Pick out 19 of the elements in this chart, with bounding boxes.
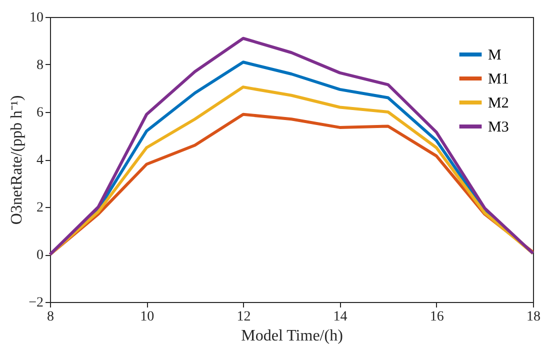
- y-tick-label: 10: [30, 10, 44, 26]
- x-tick-label: 14: [333, 310, 348, 324]
- y-tick-label: 2: [36, 200, 44, 216]
- x-tick-label: 8: [47, 310, 54, 324]
- x-tick-label: 18: [526, 310, 540, 324]
- x-axis-title: Model Time/(h): [241, 328, 343, 344]
- y-tick-label: −2: [28, 296, 44, 310]
- y-axis-title: O3netRate/(ppb h⁻¹): [8, 95, 26, 225]
- y-tick-label: 4: [36, 153, 44, 168]
- legend-label: M3: [488, 120, 509, 136]
- x-tick-label: 16: [430, 310, 444, 324]
- y-tick-label: 0: [36, 248, 44, 263]
- legend-label: M: [488, 48, 502, 64]
- y-tick-label: 8: [36, 58, 44, 73]
- legend-label: M2: [488, 96, 509, 112]
- x-tick-label: 12: [236, 310, 251, 324]
- y-tick-label: 6: [36, 106, 44, 120]
- legend-label: M1: [488, 72, 509, 88]
- x-tick-label: 10: [140, 310, 154, 324]
